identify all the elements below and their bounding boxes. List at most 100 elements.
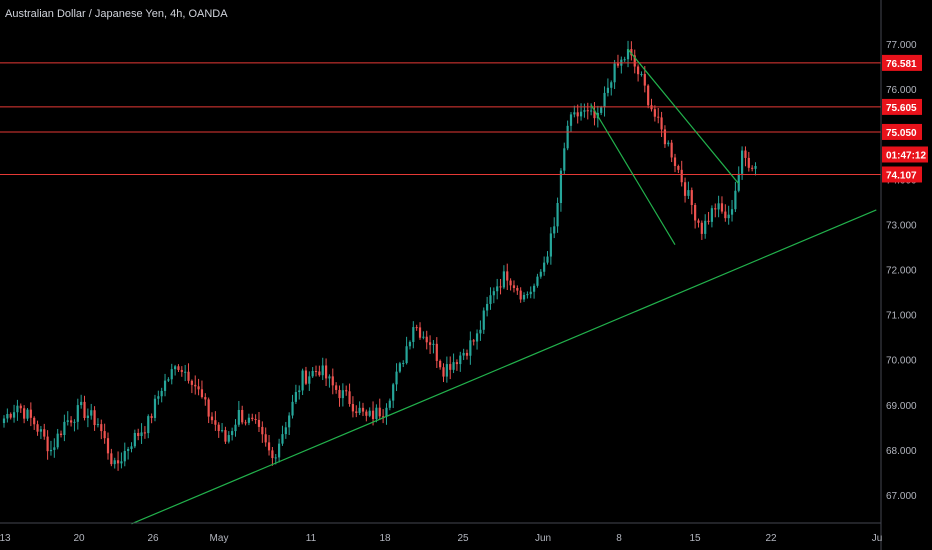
candle-body — [452, 362, 455, 370]
candle-body — [86, 415, 89, 419]
x-tick-label: 15 — [689, 533, 701, 544]
candle-body — [647, 85, 650, 106]
candle-body — [338, 389, 341, 399]
candle-body — [153, 398, 157, 418]
candle-body — [133, 432, 136, 447]
candle-body — [368, 410, 371, 416]
candle-body — [425, 336, 428, 343]
time-axis[interactable]: 13 20 26 May 11 18 25 Jun 8 15 22 Ju — [0, 533, 882, 544]
candle-body — [321, 365, 324, 376]
candle-body — [227, 435, 230, 442]
candle-body — [214, 420, 217, 425]
candle-body — [110, 453, 113, 465]
candle-body — [12, 412, 16, 418]
candle-body — [563, 148, 566, 171]
countdown-label: 01:47:12 — [886, 150, 926, 161]
candle-body — [532, 285, 536, 292]
candle-body — [754, 166, 757, 169]
candle-body — [26, 409, 29, 419]
candle-body — [224, 430, 227, 442]
candle-body — [405, 346, 408, 364]
candle-body — [257, 419, 261, 427]
channel-lower-line[interactable] — [590, 104, 676, 246]
candle-body — [271, 450, 274, 459]
candle-body — [59, 433, 63, 436]
candle-body — [402, 363, 405, 365]
candle-body — [294, 392, 297, 402]
price-tag-label: 74.107 — [886, 170, 917, 181]
candle-body — [234, 424, 237, 432]
candle-body — [462, 352, 465, 356]
candle-body — [475, 333, 479, 342]
candle-body — [355, 411, 358, 413]
candle-body — [459, 355, 462, 365]
candle-body — [673, 157, 677, 166]
candle-body — [335, 385, 338, 390]
candle-body — [741, 150, 744, 174]
candle-body — [56, 433, 59, 448]
price-tag — [882, 54, 922, 71]
channel-upper-line[interactable] — [627, 49, 740, 185]
candle-body — [670, 142, 673, 158]
candle-body — [640, 74, 643, 76]
x-tick-label: Jun — [535, 533, 551, 544]
candle-body — [694, 205, 697, 221]
candle-body — [140, 432, 143, 437]
candle-body — [231, 431, 234, 436]
candle-body — [220, 430, 224, 432]
candle-body — [207, 399, 210, 417]
candle-body — [93, 410, 96, 426]
candle-body — [291, 401, 294, 416]
candles — [2, 40, 757, 471]
trendline-main[interactable] — [131, 209, 877, 525]
candle-body — [643, 74, 646, 86]
candle-body — [2, 418, 6, 423]
candle-body — [324, 365, 328, 379]
y-tick-label: 72.000 — [886, 266, 917, 277]
candle-body — [509, 280, 512, 286]
candle-body — [254, 418, 257, 420]
x-tick-label: 26 — [147, 533, 159, 544]
candle-body — [663, 129, 667, 145]
y-tick-label: 69.000 — [886, 401, 917, 412]
candle-body — [385, 407, 388, 417]
candle-body — [751, 167, 754, 169]
candle-body — [412, 327, 415, 342]
candle-body — [33, 417, 36, 425]
candle-body — [549, 233, 552, 257]
candle-body — [130, 446, 133, 449]
candle-body — [593, 110, 596, 119]
candle-body — [489, 295, 492, 304]
candle-body — [449, 364, 452, 370]
candle-body — [586, 110, 589, 112]
candle-body — [200, 389, 204, 398]
candle-body — [418, 327, 422, 338]
plot-area[interactable] — [0, 40, 881, 525]
candle-body — [318, 371, 321, 376]
price-tag — [882, 98, 922, 115]
candle-body — [546, 256, 549, 263]
candle-body — [304, 370, 308, 384]
candle-body — [435, 343, 438, 361]
candle-body — [49, 449, 53, 452]
x-tick-label: 13 — [0, 533, 11, 544]
candle-body — [576, 112, 579, 117]
candle-body — [623, 59, 626, 61]
candle-body — [23, 408, 26, 419]
price-tag-label: 75.605 — [886, 103, 917, 114]
candle-body — [247, 417, 251, 423]
candle-body — [190, 380, 193, 385]
candle-body — [388, 400, 391, 408]
candle-body — [479, 329, 482, 334]
candle-body — [616, 63, 620, 66]
candle-body — [687, 190, 690, 196]
candle-body — [465, 352, 469, 356]
candle-body — [482, 310, 485, 330]
candle-body — [96, 424, 100, 426]
candle-body — [204, 397, 207, 400]
candle-body — [382, 416, 385, 418]
candle-body — [428, 342, 432, 345]
candle-body — [727, 214, 730, 219]
candle-body — [707, 220, 710, 222]
